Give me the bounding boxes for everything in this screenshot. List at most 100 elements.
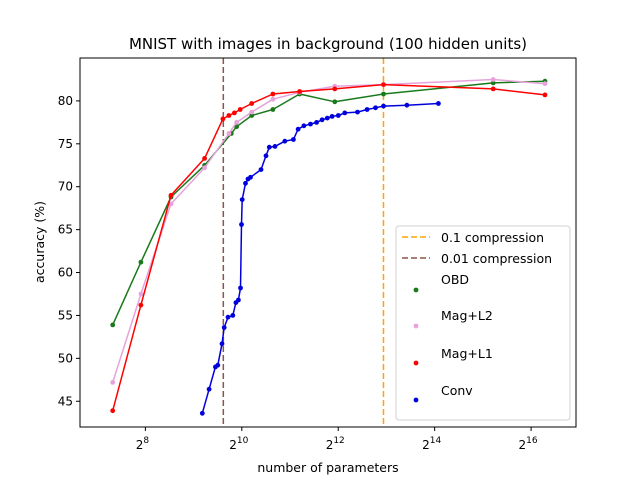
legend: 0.1 compression 0.01 compression OBD Mag… <box>395 225 571 421</box>
data-point-mag-l2 <box>168 201 174 207</box>
data-point-conv <box>342 110 348 116</box>
y-tick-label: 70 <box>58 180 73 194</box>
data-point-conv <box>381 103 386 109</box>
legend-marker-mag-l2 <box>413 323 419 329</box>
data-point-obd <box>110 322 116 328</box>
data-point-conv <box>230 313 236 318</box>
series-conv <box>199 101 441 416</box>
data-point-mag-l1 <box>332 86 338 92</box>
data-point-mag-l1 <box>202 156 208 161</box>
data-point-conv <box>404 102 410 108</box>
legend-label-0.01-compression: 0.01 compression <box>441 251 552 266</box>
data-point-conv <box>335 113 341 118</box>
data-point-conv <box>258 167 264 173</box>
data-point-conv <box>272 144 278 149</box>
x-tick-label: 216 <box>519 436 538 452</box>
data-point-mag-l1 <box>220 116 226 122</box>
data-point-conv <box>248 174 253 180</box>
data-point-mag-l2 <box>110 380 116 385</box>
x-tick-label: 212 <box>326 436 345 452</box>
y-axis-label: accuracy (%) <box>32 201 47 283</box>
y-axis-ticks: 45 50 55 60 65 70 75 80 <box>58 94 80 408</box>
data-point-obd <box>234 124 240 130</box>
data-point-conv <box>282 138 288 144</box>
data-point-conv <box>206 386 212 392</box>
data-point-conv <box>301 123 307 129</box>
legend-box <box>395 225 571 421</box>
legend-marker-obd <box>413 287 419 293</box>
data-point-obd <box>249 113 255 118</box>
plot-frame <box>79 57 577 428</box>
data-point-conv <box>239 197 245 203</box>
data-point-conv <box>263 153 269 159</box>
data-point-mag-l1 <box>490 86 496 92</box>
data-point-mag-l1 <box>232 110 237 116</box>
data-point-obd <box>332 99 338 105</box>
legend-label-mag-l2: Mag+L2 <box>441 308 493 323</box>
series-mag-l1 <box>110 82 548 414</box>
data-point-conv <box>364 107 370 112</box>
y-tick-label: 55 <box>58 308 73 322</box>
data-point-conv <box>266 144 272 150</box>
data-point-conv <box>436 101 441 106</box>
legend-label-conv: Conv <box>441 383 473 398</box>
data-point-obd <box>381 91 386 97</box>
legend-label-0.1-compression: 0.1 compression <box>441 230 544 245</box>
x-tick-label: 210 <box>229 436 248 452</box>
y-tick-label: 50 <box>58 351 73 365</box>
legend-marker-conv <box>413 397 419 403</box>
data-point-conv <box>324 115 330 121</box>
data-point-conv <box>215 362 221 368</box>
data-point-mag-l1 <box>226 113 232 118</box>
data-point-conv <box>295 126 301 132</box>
data-point-mag-l2 <box>234 120 240 125</box>
data-point-conv <box>355 109 360 115</box>
data-point-mag-l1 <box>542 92 548 98</box>
x-tick-label: 214 <box>422 436 441 452</box>
data-point-obd <box>270 107 276 112</box>
data-point-mag-l1 <box>110 408 116 414</box>
x-tick-label: 28 <box>136 436 150 452</box>
data-point-mag-l1 <box>138 302 144 308</box>
data-point-mag-l1 <box>270 91 276 97</box>
data-point-conv <box>243 180 248 186</box>
data-point-mag-l2 <box>542 81 548 87</box>
data-point-conv <box>329 114 335 119</box>
data-point-mag-l2 <box>138 291 144 297</box>
x-axis-ticks: 28 210 212 214 216 <box>136 427 538 452</box>
data-point-mag-l1 <box>249 101 255 106</box>
data-point-mag-l1 <box>381 82 386 87</box>
data-point-mag-l2 <box>249 109 255 115</box>
chart-title: MNIST with images in background (100 hid… <box>129 35 527 53</box>
data-point-obd <box>490 80 496 86</box>
data-point-conv <box>373 105 378 111</box>
data-point-conv <box>199 410 205 416</box>
y-tick-label: 75 <box>58 137 73 151</box>
y-tick-label: 45 <box>58 394 73 408</box>
data-point-conv <box>238 285 243 291</box>
data-point-mag-l1 <box>297 89 302 94</box>
legend-label-obd: OBD <box>441 272 469 287</box>
data-point-mag-l2 <box>270 96 276 102</box>
data-point-conv <box>219 341 225 347</box>
data-point-conv <box>308 121 313 127</box>
data-point-mag-l2 <box>226 131 232 136</box>
data-point-obd <box>138 259 144 265</box>
data-point-conv <box>314 120 319 125</box>
data-point-conv <box>221 325 227 330</box>
data-point-mag-l2 <box>202 165 208 171</box>
y-tick-label: 80 <box>58 94 73 108</box>
data-point-mag-l1 <box>168 192 174 198</box>
y-tick-label: 65 <box>58 223 73 237</box>
legend-label-mag-l1: Mag+L1 <box>441 346 493 361</box>
data-point-conv <box>291 137 296 142</box>
y-tick-label: 60 <box>58 266 73 280</box>
series-layer <box>110 77 548 416</box>
data-point-mag-l2 <box>490 77 496 82</box>
data-point-conv <box>319 117 325 123</box>
data-point-conv <box>225 314 231 320</box>
legend-marker-mag-l1 <box>413 360 419 366</box>
reference-lines <box>222 58 385 427</box>
data-point-conv <box>236 297 241 303</box>
